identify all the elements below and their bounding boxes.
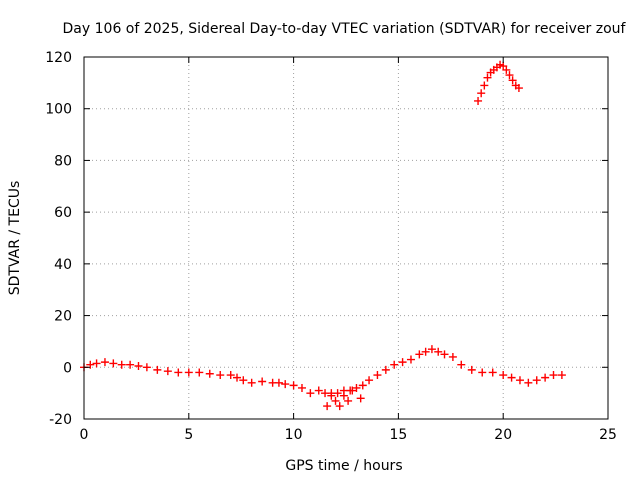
x-tick-label: 15 — [389, 427, 407, 443]
data-point — [457, 360, 466, 369]
plot-frame — [83, 56, 609, 420]
x-tick-label: 5 — [184, 427, 193, 443]
y-tick-label: 80 — [54, 153, 72, 169]
data-point — [216, 371, 225, 380]
data-point — [339, 391, 348, 400]
data-point — [134, 361, 143, 370]
y-tick-label: 40 — [54, 257, 72, 273]
data-point — [390, 360, 399, 369]
data-point — [195, 368, 204, 377]
data-point — [514, 84, 523, 93]
y-tick-label: 120 — [45, 50, 72, 66]
data-point — [163, 367, 172, 376]
data-point — [174, 368, 183, 377]
grid — [84, 57, 608, 419]
data-point — [233, 373, 242, 382]
data-point — [524, 378, 533, 387]
x-tick-label: 0 — [80, 427, 89, 443]
data-point — [421, 347, 430, 356]
data-points — [80, 60, 566, 411]
data-point — [474, 96, 483, 105]
data-point — [153, 365, 162, 374]
data-point — [549, 371, 558, 380]
data-point — [184, 368, 193, 377]
data-point — [314, 386, 323, 395]
x-tick-label: 20 — [494, 427, 512, 443]
data-point — [467, 365, 476, 374]
x-tick-label: 25 — [599, 427, 617, 443]
data-point — [434, 347, 443, 356]
y-tick-label: 100 — [45, 102, 72, 118]
data-point — [477, 89, 486, 98]
x-tick-label: 10 — [285, 427, 303, 443]
chart-title: Day 106 of 2025, Sidereal Day-to-day VTE… — [63, 21, 627, 37]
x-axis-label: GPS time / hours — [285, 458, 402, 474]
data-point — [356, 394, 365, 403]
data-point — [109, 359, 118, 368]
data-point — [502, 65, 511, 74]
y-axis-label: SDTVAR / TECUs — [7, 181, 23, 296]
data-point — [274, 378, 283, 387]
data-point — [488, 368, 497, 377]
data-point — [117, 360, 126, 369]
data-point — [440, 350, 449, 359]
data-point — [427, 345, 436, 354]
data-point — [335, 402, 344, 411]
data-point — [297, 383, 306, 392]
data-point — [142, 363, 151, 372]
data-point — [557, 371, 566, 380]
series-sdtvar — [80, 60, 566, 411]
data-point — [226, 371, 235, 380]
data-point — [483, 73, 492, 82]
data-point — [499, 371, 508, 380]
data-point — [86, 360, 95, 369]
data-point — [205, 369, 214, 378]
data-point — [406, 355, 415, 364]
data-point — [448, 352, 457, 361]
data-point — [126, 360, 135, 369]
y-tick-label: 20 — [54, 309, 72, 325]
data-point — [478, 368, 487, 377]
data-point — [480, 81, 489, 90]
data-point — [398, 358, 407, 367]
data-point — [344, 396, 353, 405]
data-point — [258, 377, 267, 386]
data-point — [239, 376, 248, 385]
data-point — [348, 386, 357, 395]
data-point — [508, 76, 517, 85]
data-point — [505, 71, 514, 80]
data-point — [92, 359, 101, 368]
data-point — [352, 383, 361, 392]
data-point — [323, 402, 332, 411]
data-point — [515, 376, 524, 385]
data-point — [289, 381, 298, 390]
data-point — [507, 373, 516, 382]
data-point — [373, 371, 382, 380]
data-point — [381, 365, 390, 374]
data-point — [365, 376, 374, 385]
data-point — [415, 350, 424, 359]
y-tick-label: 0 — [63, 360, 72, 376]
y-tick-label: -20 — [49, 412, 72, 428]
axis-ticks: 0 5 10 15 20 25 -20 0 20 40 60 80 100 120 — [45, 50, 617, 443]
data-point — [281, 380, 290, 389]
data-point — [358, 381, 367, 390]
data-point — [100, 358, 109, 367]
data-point — [327, 389, 336, 398]
data-point — [331, 396, 340, 405]
y-tick-label: 60 — [54, 205, 72, 221]
data-point — [247, 378, 256, 387]
data-point — [541, 373, 550, 382]
data-point — [306, 389, 315, 398]
data-point — [532, 376, 541, 385]
